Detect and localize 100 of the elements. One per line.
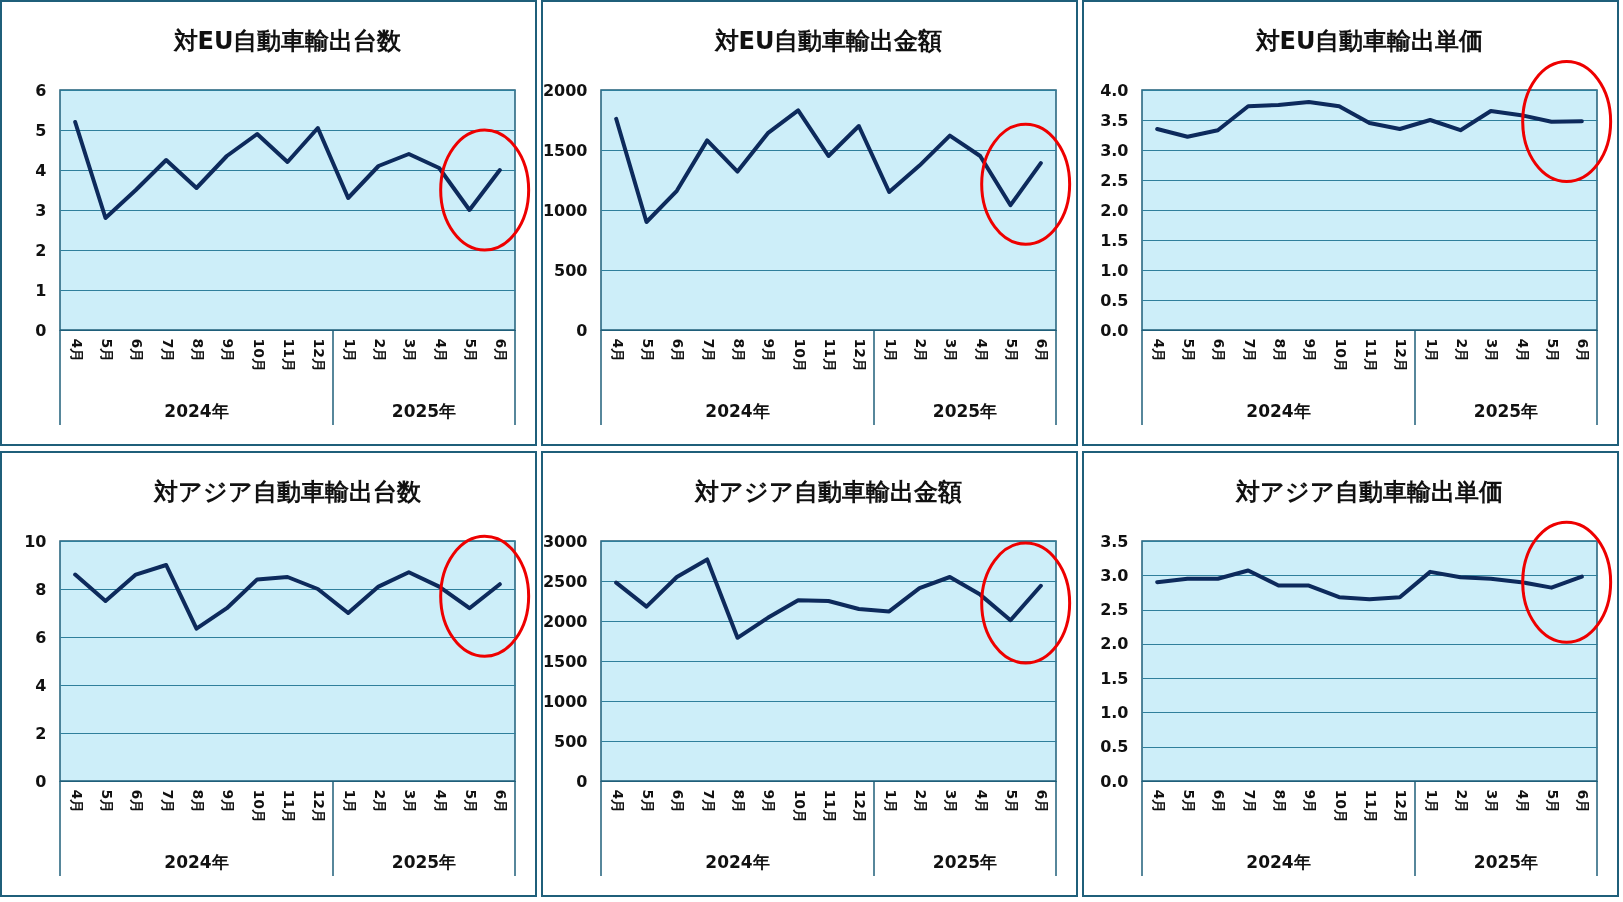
chart-title: 対アジア自動車輸出金額	[694, 478, 962, 506]
x-tick-label: 3月	[1484, 789, 1501, 814]
x-tick-label: 6月	[129, 338, 146, 363]
x-tick-label: 11月	[1363, 789, 1379, 823]
y-tick-label: 2000	[542, 611, 588, 631]
x-tick-label: 2月	[372, 789, 388, 814]
x-tick-label: 1月	[1423, 789, 1440, 814]
x-tick-label: 9月	[1302, 338, 1319, 363]
y-tick-label: 1000	[542, 691, 588, 711]
x-tick-label: 5月	[99, 338, 115, 363]
x-tick-label: 12月	[1393, 338, 1410, 372]
y-tick-label: 10	[24, 531, 47, 551]
x-tick-label: 12月	[852, 789, 869, 823]
y-tick-label: 1500	[542, 140, 588, 160]
y-tick-label: 1	[35, 280, 47, 300]
y-tick-label: 0.5	[1100, 737, 1129, 757]
x-tick-label: 7月	[1241, 789, 1258, 814]
x-tick-label: 8月	[1272, 789, 1288, 814]
x-tick-label: 11月	[822, 789, 838, 823]
chart-title: 対アジア自動車輸出台数	[153, 478, 422, 506]
x-tick-label: 8月	[190, 338, 206, 363]
y-tick-label: 3.0	[1100, 565, 1129, 585]
y-tick-label: 2.0	[1100, 200, 1129, 220]
y-tick-label: 1.5	[1100, 668, 1129, 688]
x-tick-label: 2月	[913, 789, 929, 814]
y-tick-label: 4	[35, 160, 47, 180]
x-tick-label: 6月	[1211, 338, 1228, 363]
x-tick-label: 4月	[432, 789, 449, 814]
x-tick-label: 12月	[311, 338, 328, 372]
y-tick-label: 0	[576, 771, 588, 791]
y-tick-label: 1000	[542, 200, 588, 220]
x-tick-label: 10月	[791, 338, 808, 372]
x-tick-label: 10月	[250, 789, 267, 823]
x-tick-label: 6月	[1211, 789, 1228, 814]
x-tick-label: 4月	[973, 789, 990, 814]
y-tick-label: 1.0	[1100, 260, 1129, 280]
text: 2025年	[932, 851, 998, 874]
y-tick-label: 1.5	[1100, 230, 1129, 250]
x-tick-label: 4月	[68, 338, 85, 363]
x-tick-label: 4月	[432, 338, 449, 363]
x-tick-label: 6月	[129, 789, 146, 814]
x-tick-label: 6月	[493, 789, 510, 814]
x-tick-label: 2月	[372, 338, 388, 363]
x-tick-label: 5月	[1004, 789, 1020, 814]
x-tick-label: 11月	[281, 338, 297, 372]
x-tick-label: 4月	[1150, 338, 1167, 363]
x-tick-label: 11月	[1363, 338, 1379, 372]
x-tick-label: 10月	[1332, 789, 1349, 823]
x-tick-label: 6月	[670, 338, 687, 363]
y-tick-label: 6	[35, 80, 47, 100]
x-tick-label: 4月	[1150, 789, 1167, 814]
y-tick-label: 3	[35, 200, 47, 220]
line-series	[73, 120, 502, 220]
x-tick-label: 7月	[700, 789, 717, 814]
x-tick-label: 1月	[882, 338, 899, 363]
x-tick-label: 9月	[220, 338, 237, 363]
line-series	[1155, 568, 1584, 602]
y-tick-label: 2.5	[1100, 600, 1129, 620]
x-tick-label: 3月	[943, 338, 960, 363]
y-tick-label: 2500	[542, 571, 588, 591]
x-tick-label: 6月	[493, 338, 510, 363]
x-tick-label: 4月	[1514, 338, 1531, 363]
x-tick-label: 5月	[640, 338, 656, 363]
x-tick-label: 5月	[99, 789, 115, 814]
x-tick-label: 8月	[731, 789, 747, 814]
text: 2024年	[705, 400, 770, 423]
x-tick-label: 4月	[1514, 789, 1531, 814]
x-tick-label: 7月	[159, 338, 176, 363]
x-tick-label: 2月	[1454, 789, 1470, 814]
chart-title: 対EU自動車輸出単価	[1254, 27, 1484, 55]
x-tick-label: 4月	[609, 338, 626, 363]
y-tick-label: 5	[35, 120, 47, 140]
y-tick-label: 500	[554, 731, 588, 751]
y-tick-label: 4	[35, 675, 47, 695]
y-tick-label: 1500	[542, 651, 588, 671]
y-tick-label: 0.0	[1100, 320, 1129, 340]
x-tick-label: 6月	[670, 789, 687, 814]
x-tick-label: 10月	[250, 338, 267, 372]
y-tick-label: 3.5	[1100, 110, 1129, 130]
y-tick-label: 2.0	[1100, 634, 1129, 654]
y-tick-label: 6	[35, 627, 47, 647]
x-tick-label: 5月	[1545, 338, 1561, 363]
x-tick-label: 11月	[822, 338, 838, 372]
y-tick-label: 2.5	[1100, 170, 1129, 190]
text: 2024年	[705, 851, 770, 874]
y-tick-label: 0.0	[1100, 771, 1129, 791]
text: 2025年	[391, 400, 457, 423]
line-series	[614, 108, 1043, 224]
x-tick-label: 2月	[913, 338, 929, 363]
x-tick-label: 4月	[973, 338, 990, 363]
x-tick-label: 7月	[159, 789, 176, 814]
text: 2025年	[1473, 400, 1539, 423]
y-tick-label: 2	[35, 240, 47, 260]
y-tick-label: 500	[554, 260, 588, 280]
x-tick-label: 3月	[402, 789, 419, 814]
x-tick-label: 5月	[463, 338, 479, 363]
x-tick-label: 3月	[402, 338, 419, 363]
line-series	[1155, 100, 1584, 139]
x-tick-label: 9月	[761, 338, 778, 363]
x-tick-label: 5月	[640, 789, 656, 814]
